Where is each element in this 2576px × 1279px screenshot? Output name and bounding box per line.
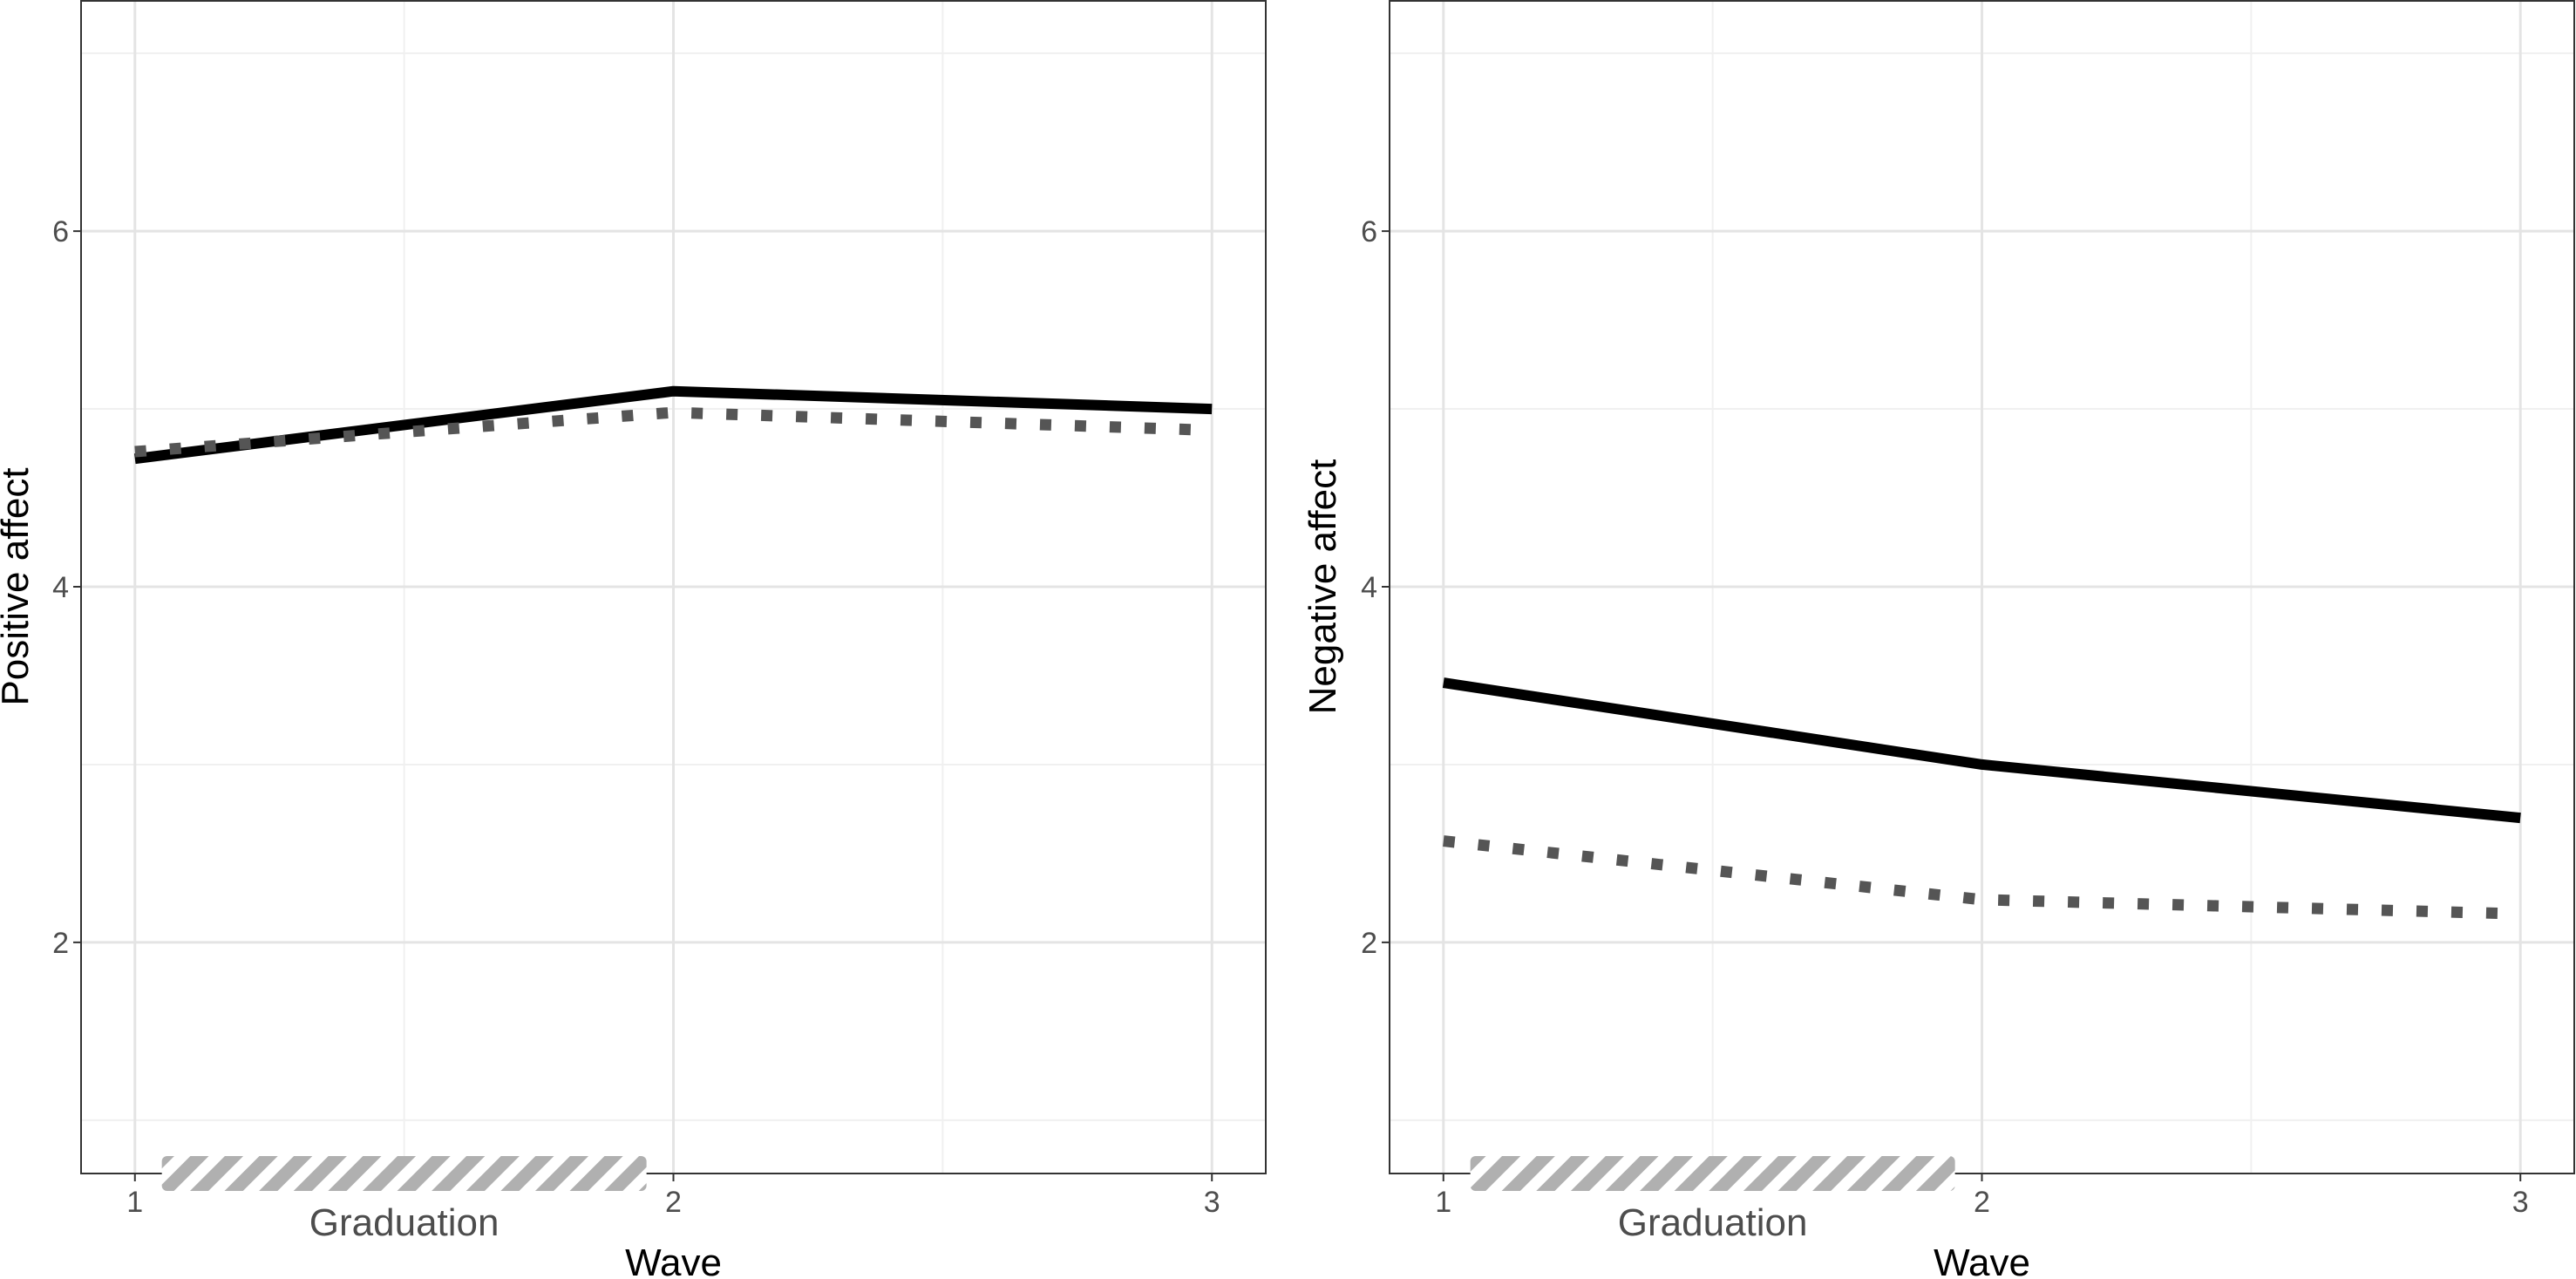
graduation-label: Graduation — [1618, 1201, 1808, 1244]
x-tick-label: 1 — [1435, 1186, 1451, 1219]
graduation-label: Graduation — [309, 1201, 500, 1244]
y-tick-label: 4 — [52, 571, 69, 604]
y-tick-label: 6 — [1361, 215, 1377, 248]
x-tick-label: 3 — [1204, 1186, 1220, 1219]
axis-ticks: 2 4 6 1 2 3 — [52, 215, 1220, 1219]
x-axis-title: Wave — [625, 1242, 722, 1279]
series-line-dotted — [134, 406, 1213, 458]
gridlines — [1390, 0, 2574, 1174]
y-axis-title: Negative affect — [1302, 459, 1344, 715]
y-tick-label: 2 — [52, 927, 69, 960]
series-lines — [1442, 677, 2521, 920]
x-tick-label: 2 — [1974, 1186, 1990, 1219]
x-axis-title: Wave — [1934, 1242, 2030, 1279]
x-tick-label: 3 — [2512, 1186, 2529, 1219]
gridlines — [81, 0, 1266, 1174]
series-line-solid — [1442, 677, 2521, 824]
panel-positive-affect: Graduation 2 4 6 1 2 3 Wave Positive affect — [0, 0, 1267, 1279]
x-tick-label: 2 — [665, 1186, 682, 1219]
axis-ticks: 2 4 6 1 2 3 — [1361, 215, 2529, 1219]
y-axis-title: Positive affect — [0, 467, 37, 705]
graduation-bar — [1470, 1156, 1955, 1191]
y-tick-label: 4 — [1361, 571, 1377, 604]
y-tick-label: 6 — [52, 215, 69, 248]
series-lines — [134, 385, 1213, 465]
y-tick-label: 2 — [1361, 927, 1377, 960]
panel-negative-affect: Graduation 2 4 6 1 2 3 Wave Negative affect — [1302, 0, 2575, 1279]
graduation-annotation: Graduation — [1470, 1156, 1955, 1244]
graduation-bar — [161, 1156, 647, 1191]
series-line-dotted — [1443, 835, 2521, 920]
graduation-annotation: Graduation — [161, 1156, 647, 1244]
x-tick-label: 1 — [126, 1186, 143, 1219]
